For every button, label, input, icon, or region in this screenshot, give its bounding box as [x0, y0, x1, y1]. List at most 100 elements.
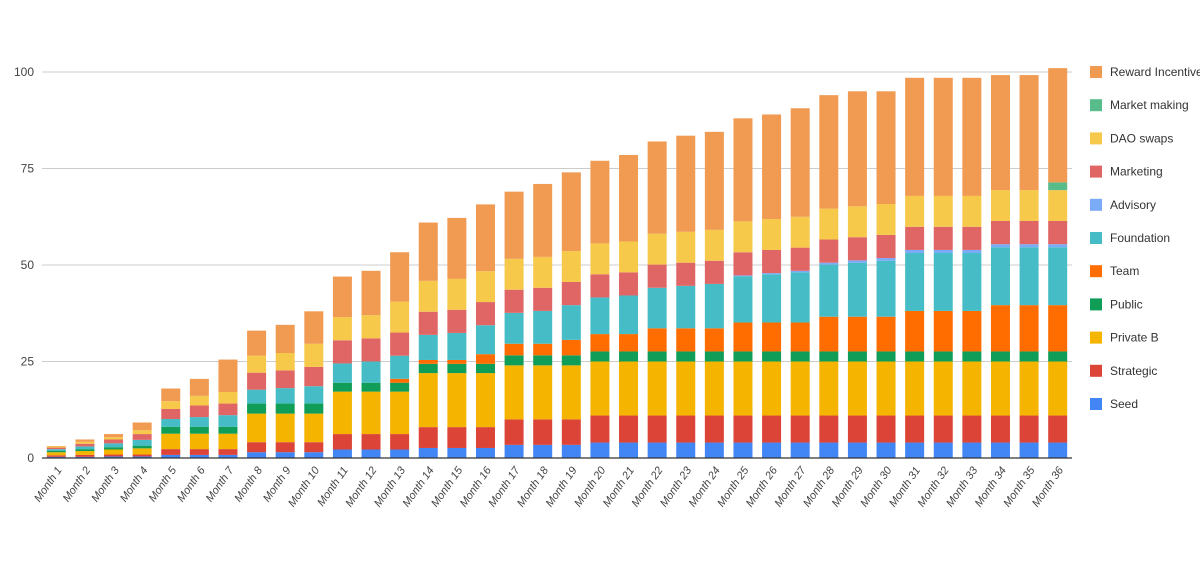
bar-segment-marketing [590, 274, 610, 298]
bar-segment-team [561, 339, 581, 356]
bar-segment-team [390, 378, 410, 383]
x-tick-label: Month 1 [32, 465, 65, 504]
bar-segment-private-b [819, 361, 839, 416]
bar-segment-public [161, 426, 181, 434]
bar-segment-advisory [1019, 244, 1039, 248]
bar-segment-foundation [590, 297, 610, 335]
bar-segment-strategic [46, 455, 66, 457]
bar-segment-dao-swaps [962, 195, 982, 227]
bar-segment-private-b [189, 433, 209, 450]
bar-segment-foundation [418, 334, 438, 360]
bar-segment-dao-swaps [676, 231, 696, 263]
bar-segment-strategic [275, 442, 295, 453]
bar-segment-foundation [161, 419, 181, 427]
bar-segment-reward-incentive [361, 270, 381, 316]
bar-segment-foundation [704, 283, 724, 329]
bar-segment-reward-incentive [475, 204, 495, 272]
bar-segment-strategic [561, 419, 581, 445]
bar-segment-marketing [619, 272, 639, 296]
bar-segment-foundation [733, 276, 753, 323]
bar-segment-strategic [819, 415, 839, 443]
legend-swatch [1090, 66, 1102, 78]
bar-segment-public [933, 351, 953, 362]
bar-segment-strategic [332, 434, 352, 450]
bar-segment-dao-swaps [104, 437, 124, 440]
bar-segment-marketing [275, 370, 295, 389]
legend-label: Market making [1110, 98, 1189, 112]
bar-segment-advisory [962, 249, 982, 254]
bar-segment-private-b [619, 361, 639, 416]
bar-segment-public [390, 382, 410, 392]
bar-segment-reward-incentive [189, 378, 209, 396]
bar-segment-dao-swaps [361, 315, 381, 339]
bars [46, 68, 1068, 458]
bar-segment-strategic [447, 427, 467, 448]
bar-segment-seed [819, 442, 839, 458]
bar-segment-dao-swaps [704, 229, 724, 261]
bar-segment-marketing [304, 366, 324, 387]
bar-segment-seed [390, 449, 410, 458]
bar-segment-strategic [676, 415, 696, 443]
bar-segment-advisory [905, 249, 925, 254]
bar-segment-marketing [1048, 221, 1068, 245]
bar-segment-reward-incentive [847, 91, 867, 207]
bar-segment-reward-incentive [647, 141, 667, 234]
bar-segment-public [1048, 351, 1068, 362]
bar-segment-reward-incentive [161, 388, 181, 402]
bar-segment-team [790, 322, 810, 352]
bar-segment-public [676, 351, 696, 362]
bar-segment-foundation [561, 305, 581, 340]
bar-segment-foundation [218, 415, 238, 427]
bar-segment-reward-incentive [876, 91, 896, 205]
bar-segment-dao-swaps [447, 278, 467, 310]
bar-segment-advisory [819, 262, 839, 265]
bar-segment-marketing [189, 405, 209, 418]
bar-segment-private-b [905, 361, 925, 416]
bar-segment-reward-incentive [733, 118, 753, 222]
bar-segment-reward-incentive [218, 359, 238, 392]
bar-segment-public [819, 351, 839, 362]
bar-segment-seed [790, 442, 810, 458]
bar-segment-public [647, 351, 667, 362]
bar-segment-strategic [247, 442, 267, 453]
bar-segment-strategic [590, 415, 610, 443]
bar-segment-public [418, 363, 438, 374]
bar-segment-seed [304, 452, 324, 458]
bar-segment-dao-swaps [762, 219, 782, 250]
bar-segment-private-b [990, 361, 1010, 416]
bar-segment-seed [104, 456, 124, 458]
bar-segment-private-b [762, 361, 782, 416]
bar-segment-reward-incentive [390, 252, 410, 302]
bar-segment-reward-incentive [676, 135, 696, 232]
bar-segment-reward-incentive [762, 114, 782, 220]
bar-segment-foundation [876, 260, 896, 317]
bar-segment-team [504, 343, 524, 356]
bar-segment-foundation [361, 361, 381, 383]
bar-segment-seed [962, 442, 982, 458]
bar-segment-private-b [332, 391, 352, 435]
bar-segment-reward-incentive [619, 154, 639, 242]
bar-segment-strategic [1019, 415, 1039, 443]
bar-segment-marketing [1019, 221, 1039, 245]
y-tick-label: 0 [27, 451, 34, 465]
bar-segment-marketing [361, 338, 381, 362]
bar-segment-dao-swaps [819, 208, 839, 240]
bar-segment-foundation [332, 363, 352, 383]
bar-segment-private-b [504, 365, 524, 420]
bar-segment-public [247, 403, 267, 414]
bar-segment-marketing [676, 262, 696, 286]
bar-segment-public [275, 403, 295, 414]
bar-segment-reward-incentive [1048, 68, 1068, 183]
bar-segment-private-b [962, 361, 982, 416]
bar-segment-marketing [647, 264, 667, 288]
bar-segment-private-b [46, 452, 66, 456]
bar-segment-team [847, 316, 867, 352]
bar-segment-dao-swaps [905, 195, 925, 227]
bar-segment-dao-swaps [933, 195, 953, 227]
bar-segment-seed [762, 442, 782, 458]
bar-segment-team [647, 328, 667, 352]
bar-segment-reward-incentive [990, 75, 1010, 191]
bar-segment-reward-incentive [447, 217, 467, 279]
bar-segment-seed [275, 452, 295, 458]
legend-swatch [1090, 99, 1102, 112]
